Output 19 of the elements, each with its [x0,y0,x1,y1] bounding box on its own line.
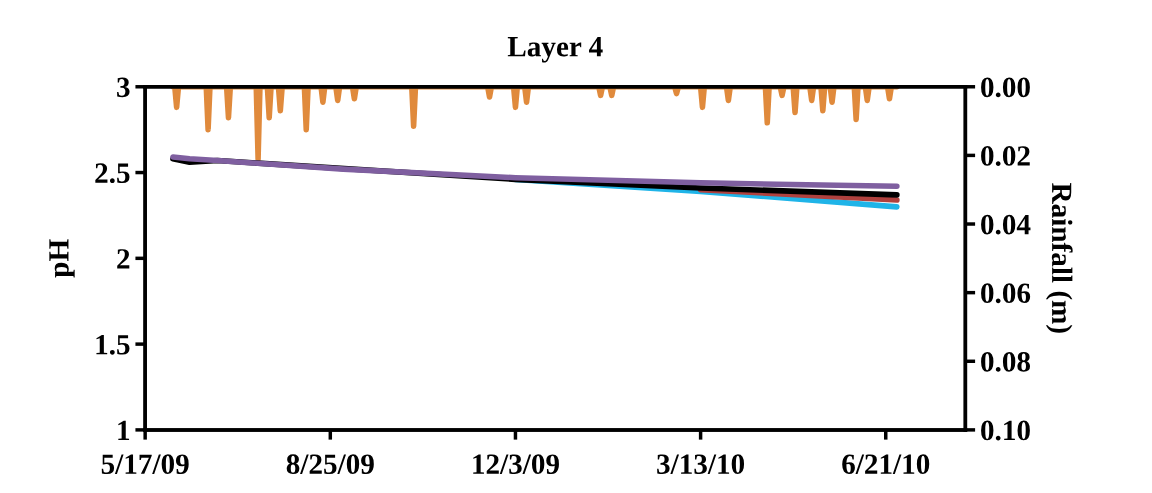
y2-tick-label: 0.10 [981,420,1030,441]
y-axis-title: pH [49,239,75,278]
x-tick-label: 12/3/09 [473,454,559,475]
y-tick-label: 1 [118,420,130,441]
y2-tick-label: 0.00 [981,77,1030,98]
y-tick-label: 2.5 [95,163,130,184]
chart-title: Layer 4 [507,37,603,63]
y2-tick-label: 0.04 [981,214,1031,235]
y-tick-label: 3 [117,77,130,98]
y2-tick-label: 0.02 [981,146,1030,166]
y2-axis-title: Rainfall (m) [1045,183,1073,333]
y2-tick-label: 0.08 [981,351,1031,372]
x-tick-label: 3/13/10 [657,454,745,475]
y2-tick-label: 0.06 [981,283,1031,304]
x-tick-label: 6/21/10 [842,454,930,475]
y-tick-label: 2 [117,249,130,269]
x-tick-label: 8/25/09 [286,454,374,475]
y-tick-label: 1.5 [96,334,130,355]
x-tick-label: 5/17/09 [101,454,189,475]
